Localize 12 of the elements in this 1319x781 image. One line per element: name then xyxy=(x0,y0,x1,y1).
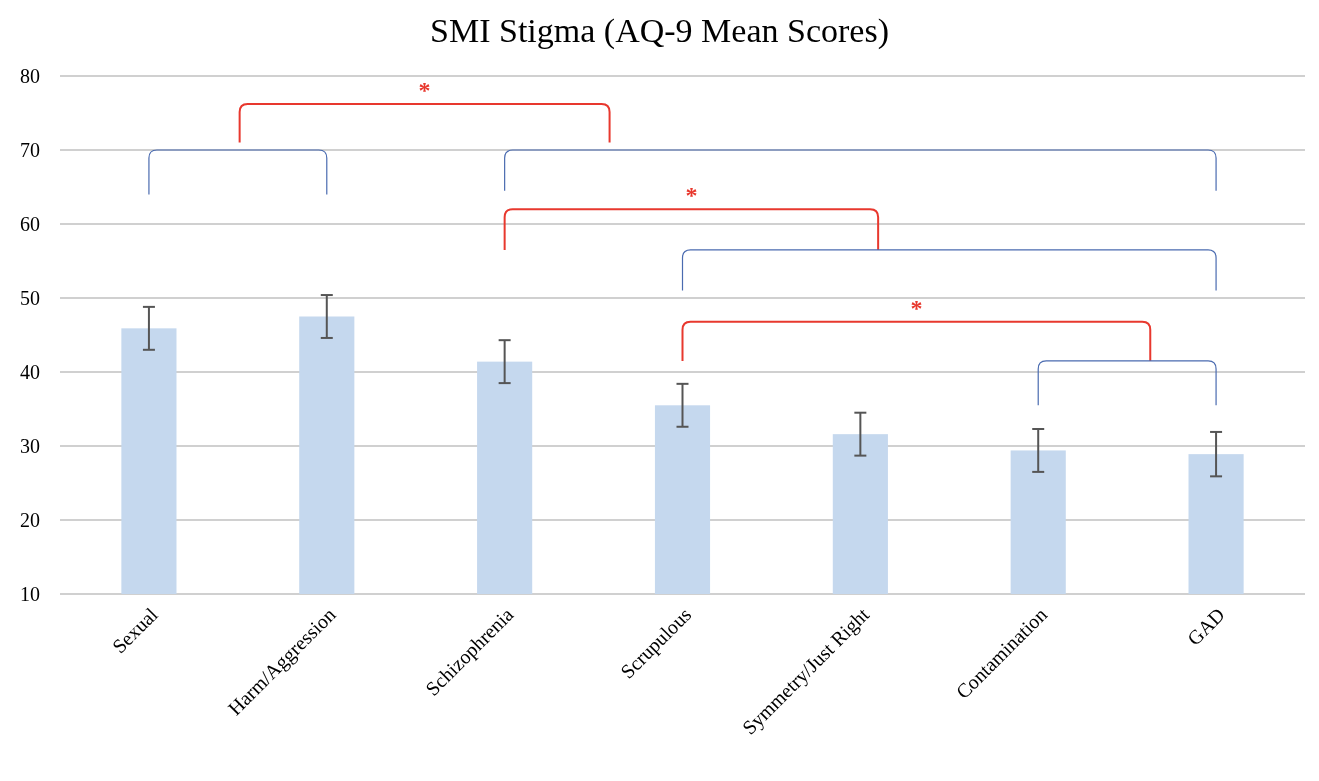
annotation: * xyxy=(910,294,923,321)
y-tick-label: 70 xyxy=(20,139,40,161)
y-tick-label: 30 xyxy=(20,435,40,457)
annotation: * xyxy=(685,182,698,209)
y-tick-label: 10 xyxy=(20,583,40,605)
y-tick-label: 50 xyxy=(20,287,40,309)
y-tick-label: 20 xyxy=(20,509,40,531)
y-tick-label: 80 xyxy=(20,65,40,87)
y-tick-label: 60 xyxy=(20,213,40,235)
y-tick-label: 40 xyxy=(20,361,40,383)
chart-title: SMI Stigma (AQ-9 Mean Scores) xyxy=(430,12,889,50)
annotation: * xyxy=(418,77,431,104)
